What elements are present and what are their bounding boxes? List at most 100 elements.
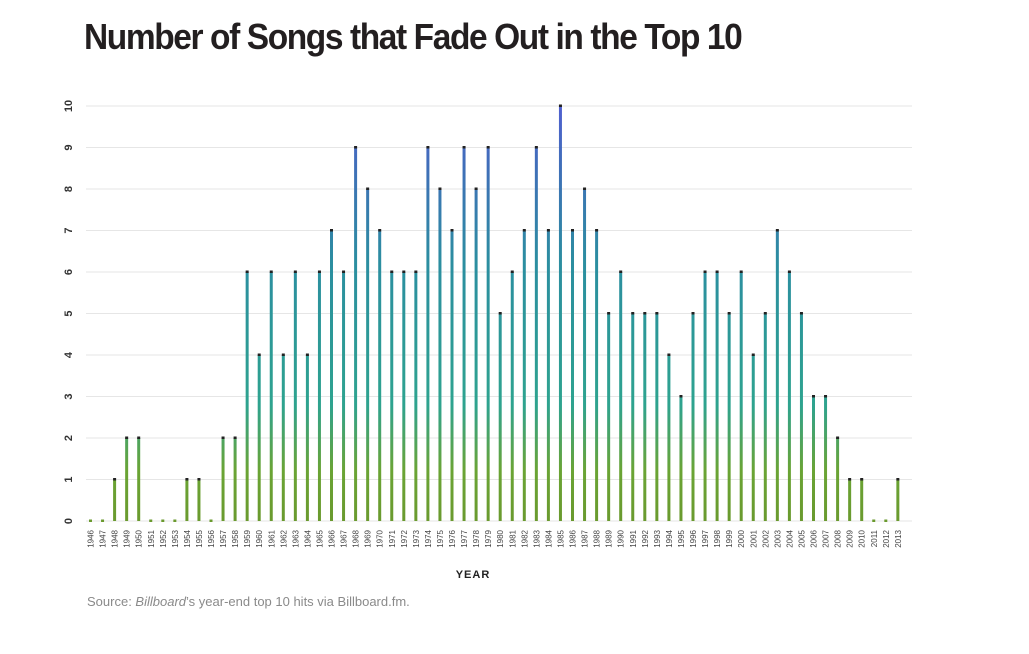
source-note: Source: Billboard’s year-end top 10 hits… (87, 594, 410, 609)
x-tick-label: 1982 (520, 529, 529, 547)
x-tick-label: 2005 (797, 529, 806, 547)
bar (474, 187, 478, 521)
bar-cap (703, 270, 707, 273)
bar-cap (655, 312, 659, 315)
x-tick-label: 1951 (147, 529, 156, 547)
bar-cap (149, 519, 153, 522)
bar-body (534, 147, 538, 521)
bar-body (113, 479, 117, 521)
bar-cap (872, 519, 876, 522)
bar-cap (474, 187, 478, 190)
bar (667, 353, 671, 521)
bar (643, 312, 647, 521)
x-tick-label: 2008 (834, 529, 843, 547)
x-tick-label: 2006 (810, 529, 819, 547)
bar (354, 146, 358, 521)
bar (101, 519, 105, 522)
bar (245, 270, 249, 521)
bar (498, 312, 502, 521)
x-tick-label: 2003 (773, 529, 782, 547)
bar (185, 478, 189, 521)
x-tick-label: 1952 (159, 529, 168, 547)
bar-body (402, 272, 406, 521)
bar-body (498, 313, 502, 521)
bar-body (197, 479, 201, 521)
bar (149, 519, 153, 522)
bar (799, 312, 803, 521)
bar (402, 270, 406, 521)
source-publication: Billboard (135, 594, 187, 609)
bar-body (330, 230, 333, 521)
bar (330, 229, 333, 521)
bar-cap (450, 229, 454, 232)
x-tick-label: 1972 (400, 529, 409, 547)
bar-cap (366, 187, 370, 190)
bar-cap (558, 104, 562, 107)
bar-body (667, 355, 671, 521)
bar (787, 270, 791, 521)
bar-cap (209, 519, 213, 522)
x-tick-label: 1947 (99, 529, 108, 547)
x-tick-label: 1960 (255, 529, 264, 547)
x-tick-label: 2010 (858, 529, 867, 547)
bar-cap (751, 353, 755, 356)
bar (848, 478, 852, 521)
bar-cap (173, 519, 177, 522)
bar-body (763, 313, 767, 521)
y-tick-label: 0 (63, 518, 75, 524)
y-tick-label: 1 (63, 476, 75, 482)
bar (209, 519, 213, 522)
bar-body (378, 230, 382, 521)
bar-body (474, 189, 478, 521)
y-tick-label: 2 (63, 435, 75, 441)
bar (739, 270, 743, 521)
bar (896, 478, 900, 521)
x-tick-label: 1955 (195, 529, 204, 547)
bar-cap (884, 519, 888, 522)
bar-body (787, 272, 791, 521)
bar-cap (583, 187, 587, 190)
x-tick-label: 1988 (593, 529, 602, 547)
x-tick-label: 1962 (279, 529, 288, 547)
bar-body (775, 230, 779, 521)
y-tick-label: 7 (63, 227, 75, 233)
bar-body (125, 438, 129, 521)
x-tick-label: 1966 (328, 529, 337, 547)
x-tick-label: 1961 (267, 529, 276, 547)
bar-body (860, 479, 864, 521)
bar-cap (739, 270, 743, 273)
x-tick-label: 1968 (352, 529, 361, 547)
x-tick-label: 2000 (737, 529, 746, 547)
bar-body (185, 479, 189, 521)
bar-cap (113, 478, 117, 481)
x-tick-label: 1965 (315, 529, 324, 547)
bar-cap (510, 270, 514, 273)
bar-cap (607, 312, 611, 315)
bar-body (305, 355, 309, 521)
bar-cap (426, 146, 430, 149)
bar (583, 187, 587, 521)
y-axis-ticks: 0 1 2 3 4 5 6 7 8 9 10 (63, 100, 75, 524)
bar-cap (221, 436, 225, 439)
bar-body (342, 272, 346, 521)
bar-body (655, 313, 659, 521)
bar-body (595, 230, 599, 521)
x-tick-label: 1958 (231, 529, 240, 547)
x-tick-label: 2013 (894, 529, 903, 547)
bar (824, 395, 828, 521)
x-tick-label: 1997 (701, 529, 710, 547)
bar-cap (402, 270, 406, 273)
x-tick-label: 1963 (291, 529, 300, 547)
bar-cap (269, 270, 273, 273)
x-tick-label: 1998 (713, 529, 722, 547)
bar-cap (619, 270, 623, 273)
bar-body (607, 313, 611, 521)
x-tick-label: 1953 (171, 529, 180, 547)
bar (450, 229, 454, 521)
bar-cap (546, 229, 550, 232)
x-tick-label: 1987 (581, 529, 590, 547)
x-tick-label: 1983 (532, 529, 541, 547)
x-tick-label: 2009 (846, 529, 855, 547)
bar-body (486, 147, 490, 521)
